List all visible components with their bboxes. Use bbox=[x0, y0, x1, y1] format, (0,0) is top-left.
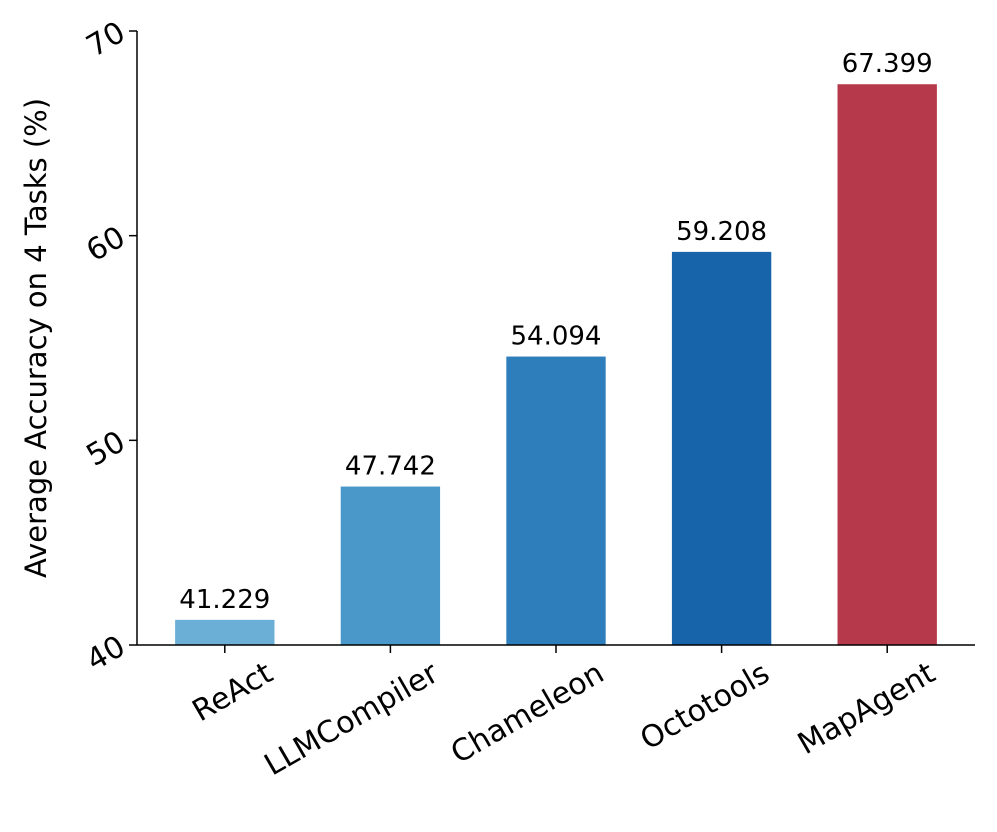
value-label: 47.742 bbox=[345, 452, 436, 482]
value-label: 59.208 bbox=[676, 217, 767, 247]
y-tick-label: 70 bbox=[81, 15, 132, 64]
x-tick-label: LLMCompiler bbox=[259, 655, 445, 783]
x-tick-label: MapAgent bbox=[792, 655, 941, 761]
x-tick-label: Octotools bbox=[635, 656, 776, 758]
value-label: 67.399 bbox=[842, 49, 933, 79]
bar bbox=[175, 619, 275, 645]
y-axis-label: Average Accuracy on 4 Tasks (%) bbox=[19, 98, 53, 578]
bar bbox=[506, 356, 606, 645]
y-tick-label: 60 bbox=[81, 220, 132, 269]
x-tick-label: Chameleon bbox=[445, 656, 610, 771]
bar bbox=[340, 486, 441, 645]
y-tick-label: 50 bbox=[81, 424, 132, 473]
value-label: 41.229 bbox=[179, 585, 270, 615]
x-tick-label: ReAct bbox=[187, 656, 279, 730]
bar bbox=[837, 84, 937, 645]
bar bbox=[671, 251, 772, 645]
value-label: 54.094 bbox=[511, 322, 602, 352]
y-tick-label: 40 bbox=[81, 629, 132, 678]
